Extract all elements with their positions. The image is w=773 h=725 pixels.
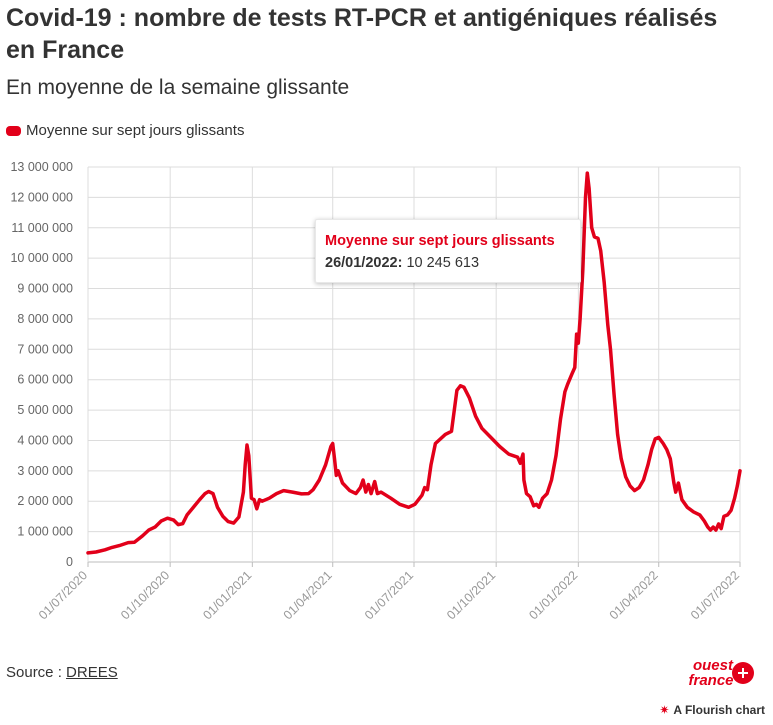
tooltip-series-name: Moyenne sur sept jours glissants (325, 233, 555, 249)
y-axis: 0 1 000 000 2 000 000 3 000 000 4 000 000 5 0… (10, 160, 73, 569)
y-tick-label: 3 000 000 (17, 464, 73, 478)
legend-label: Moyenne sur sept jours glissants (26, 122, 245, 139)
y-tick-label: 0 (66, 555, 73, 569)
source-note: Source : DREES (6, 664, 118, 681)
legend-swatch (6, 125, 21, 136)
x-tick-label: 01/10/2020 (118, 568, 172, 622)
flourish-icon: ✷ (659, 703, 670, 717)
chart-subtitle: En moyenne de la semaine glissante (6, 76, 350, 99)
y-tick-label: 11 000 000 (11, 221, 73, 235)
series-line (86, 171, 742, 555)
flourish-label: A Flourish chart (673, 703, 765, 717)
y-tick-label: 9 000 000 (17, 282, 73, 296)
gridlines (87, 166, 741, 563)
y-tick-label: 13 000 000 (10, 160, 73, 174)
logo-word-2: france (688, 672, 733, 689)
tooltip-value: 10 245 613 (406, 255, 480, 271)
ouest-france-logo[interactable]: ouest france (680, 656, 756, 690)
y-tick-label: 5 000 000 (17, 403, 73, 417)
chart-title: Covid-19 : nombre de tests RT-PCR et ant… (6, 4, 718, 64)
x-tick-label: 01/10/2021 (444, 568, 498, 622)
y-tick-label: 7 000 000 (17, 342, 73, 356)
x-tick-label: 01/01/2021 (200, 568, 254, 622)
source-link[interactable]: DREES (66, 664, 118, 681)
y-tick-label: 10 000 000 (10, 251, 73, 265)
x-tick-label: 01/04/2022 (607, 568, 661, 622)
x-tick-label: 01/07/2021 (362, 568, 416, 622)
tooltip-row: 26/01/2022: 10 245 613 (325, 254, 570, 272)
plot-area[interactable] (86, 171, 742, 555)
line-chart: 0 1 000 000 2 000 000 3 000 000 4 000 000 5 0… (10, 160, 742, 622)
tooltip-date: 26/01/2022: (325, 255, 403, 271)
y-tick-label: 4 000 000 (17, 433, 73, 447)
y-tick-label: 12 000 000 (10, 190, 73, 204)
x-tick-label: 01/01/2022 (526, 568, 580, 622)
y-tick-label: 2 000 000 (17, 494, 73, 508)
y-tick-label: 6 000 000 (17, 373, 73, 387)
tooltip: Moyenne sur sept jours glissants 26/01/2… (315, 219, 581, 283)
x-tick-label: 01/07/2022 (688, 568, 742, 622)
legend[interactable]: Moyenne sur sept jours glissants (6, 122, 244, 139)
y-tick-label: 1 000 000 (17, 525, 73, 539)
flourish-credit[interactable]: ✷ A Flourish chart (659, 703, 765, 717)
source-prefix: Source : (6, 664, 67, 681)
logo-word-1: ouest (693, 657, 734, 674)
x-axis: 01/07/2020 01/10/2020 01/01/2021 01/04/2021… (36, 562, 742, 622)
logo-mark-icon (738, 668, 748, 678)
y-tick-label: 8 000 000 (17, 312, 73, 326)
x-tick-label: 01/07/2020 (36, 568, 90, 622)
x-tick-label: 01/04/2021 (281, 568, 335, 622)
